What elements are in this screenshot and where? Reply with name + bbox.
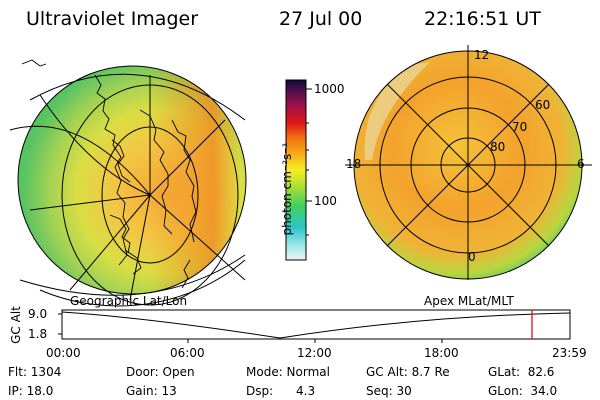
time-tick-2359: 23:59 xyxy=(552,346,587,360)
image-date: 27 Jul 00 xyxy=(279,8,363,30)
altitude-ylabel: GC Alt xyxy=(9,306,23,344)
mlt-label-6: 6 xyxy=(577,157,585,171)
sequence-number: Seq: 30 xyxy=(366,384,412,398)
image-time: 22:16:51 UT xyxy=(424,8,541,30)
door-status: Door: Open xyxy=(126,365,195,379)
altitude-plot xyxy=(58,309,571,343)
mlt-label-0: 0 xyxy=(468,250,476,264)
colorbar-tick-1000: 1000 xyxy=(314,82,345,96)
time-tick-0000: 00:00 xyxy=(46,346,81,360)
mode-status: Mode: Normal xyxy=(246,365,330,379)
mlat-label-70: 70 xyxy=(512,120,528,134)
instrument-title: Ultraviolet Imager xyxy=(26,8,199,30)
time-tick-1200: 12:00 xyxy=(297,346,332,360)
flight-number: Flt: 1304 xyxy=(8,365,62,379)
time-tick-0600: 06:00 xyxy=(170,346,205,360)
left-image-caption: Geographic Lat/Lon xyxy=(70,294,188,308)
ip-value: IP: 18.0 xyxy=(8,384,54,398)
colorbar-unit-label: photon cm⁻²s⁻¹ xyxy=(280,142,294,236)
colorbar-tick-100: 100 xyxy=(314,194,337,208)
right-image-caption: Apex MLat/MLT xyxy=(424,294,514,308)
gc-altitude: GC Alt: 8.7 Re xyxy=(366,365,450,379)
magnetic-image xyxy=(345,45,592,280)
mlt-label-12: 12 xyxy=(474,48,490,62)
geographic-latitude: GLat: 82.6 xyxy=(488,365,555,379)
altitude-tick-1-8: 1.8 xyxy=(28,327,48,341)
intensity-colorbar xyxy=(285,79,312,261)
coastlines xyxy=(21,59,197,289)
geographic-image xyxy=(9,59,247,307)
mlat-label-80: 80 xyxy=(490,140,506,154)
mlat-mlt-grid xyxy=(345,45,592,280)
dsp-value: Dsp: 4.3 xyxy=(246,384,316,398)
altitude-tick-9: 9.0 xyxy=(28,307,48,321)
mlt-label-18: 18 xyxy=(346,157,362,171)
mlat-label-60: 60 xyxy=(535,98,551,112)
time-tick-1800: 18:00 xyxy=(424,346,459,360)
geographic-longitude: GLon: 34.0 xyxy=(488,384,558,398)
gain-value: Gain: 13 xyxy=(126,384,177,398)
